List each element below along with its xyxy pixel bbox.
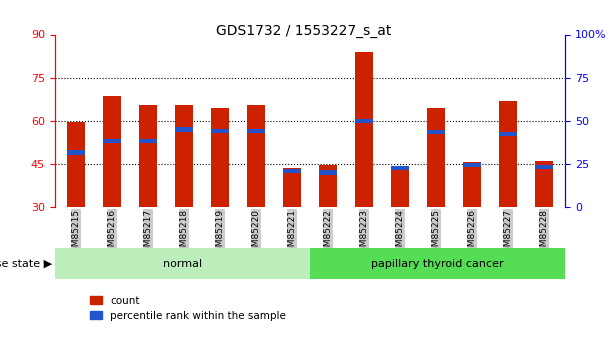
- Text: GSM85219: GSM85219: [216, 209, 225, 258]
- Bar: [139, 105, 157, 207]
- Text: GSM85228: GSM85228: [539, 209, 548, 258]
- Bar: [247, 129, 265, 133]
- Text: disease state ▶: disease state ▶: [0, 259, 52, 269]
- Bar: [499, 131, 517, 136]
- Text: GSM85217: GSM85217: [143, 209, 153, 258]
- Bar: [427, 130, 445, 135]
- Bar: [499, 101, 517, 207]
- Bar: [67, 122, 85, 207]
- Bar: [103, 96, 121, 207]
- Text: GSM85215: GSM85215: [72, 209, 81, 258]
- Text: GSM85216: GSM85216: [108, 209, 117, 258]
- Bar: [139, 139, 157, 143]
- Bar: [283, 169, 301, 173]
- Bar: [319, 170, 337, 175]
- Bar: [211, 129, 229, 133]
- Text: GSM85226: GSM85226: [468, 209, 477, 258]
- Text: GDS1732 / 1553227_s_at: GDS1732 / 1553227_s_at: [216, 24, 392, 38]
- Bar: [67, 150, 85, 155]
- Bar: [535, 161, 553, 207]
- Text: GSM85221: GSM85221: [288, 209, 297, 258]
- Bar: [463, 163, 481, 167]
- Text: GSM85223: GSM85223: [359, 209, 368, 258]
- Bar: [103, 139, 121, 143]
- Bar: [319, 165, 337, 207]
- Text: GSM85227: GSM85227: [503, 209, 513, 258]
- Text: GSM85224: GSM85224: [395, 209, 404, 258]
- Legend: count, percentile rank within the sample: count, percentile rank within the sample: [86, 292, 291, 325]
- Bar: [535, 165, 553, 169]
- Bar: [391, 170, 409, 207]
- Text: GSM85222: GSM85222: [323, 209, 333, 258]
- Bar: [211, 108, 229, 207]
- Bar: [355, 52, 373, 207]
- Bar: [283, 168, 301, 207]
- Text: GSM85218: GSM85218: [180, 209, 188, 258]
- Bar: [175, 105, 193, 207]
- Bar: [310, 248, 565, 279]
- Bar: [427, 108, 445, 207]
- Text: normal: normal: [163, 259, 202, 269]
- Text: papillary thyroid cancer: papillary thyroid cancer: [371, 259, 504, 269]
- Bar: [55, 248, 310, 279]
- Bar: [175, 127, 193, 131]
- Bar: [355, 119, 373, 123]
- Bar: [391, 166, 409, 170]
- Text: GSM85225: GSM85225: [432, 209, 440, 258]
- Bar: [463, 162, 481, 207]
- Text: GSM85220: GSM85220: [252, 209, 261, 258]
- Bar: [247, 105, 265, 207]
